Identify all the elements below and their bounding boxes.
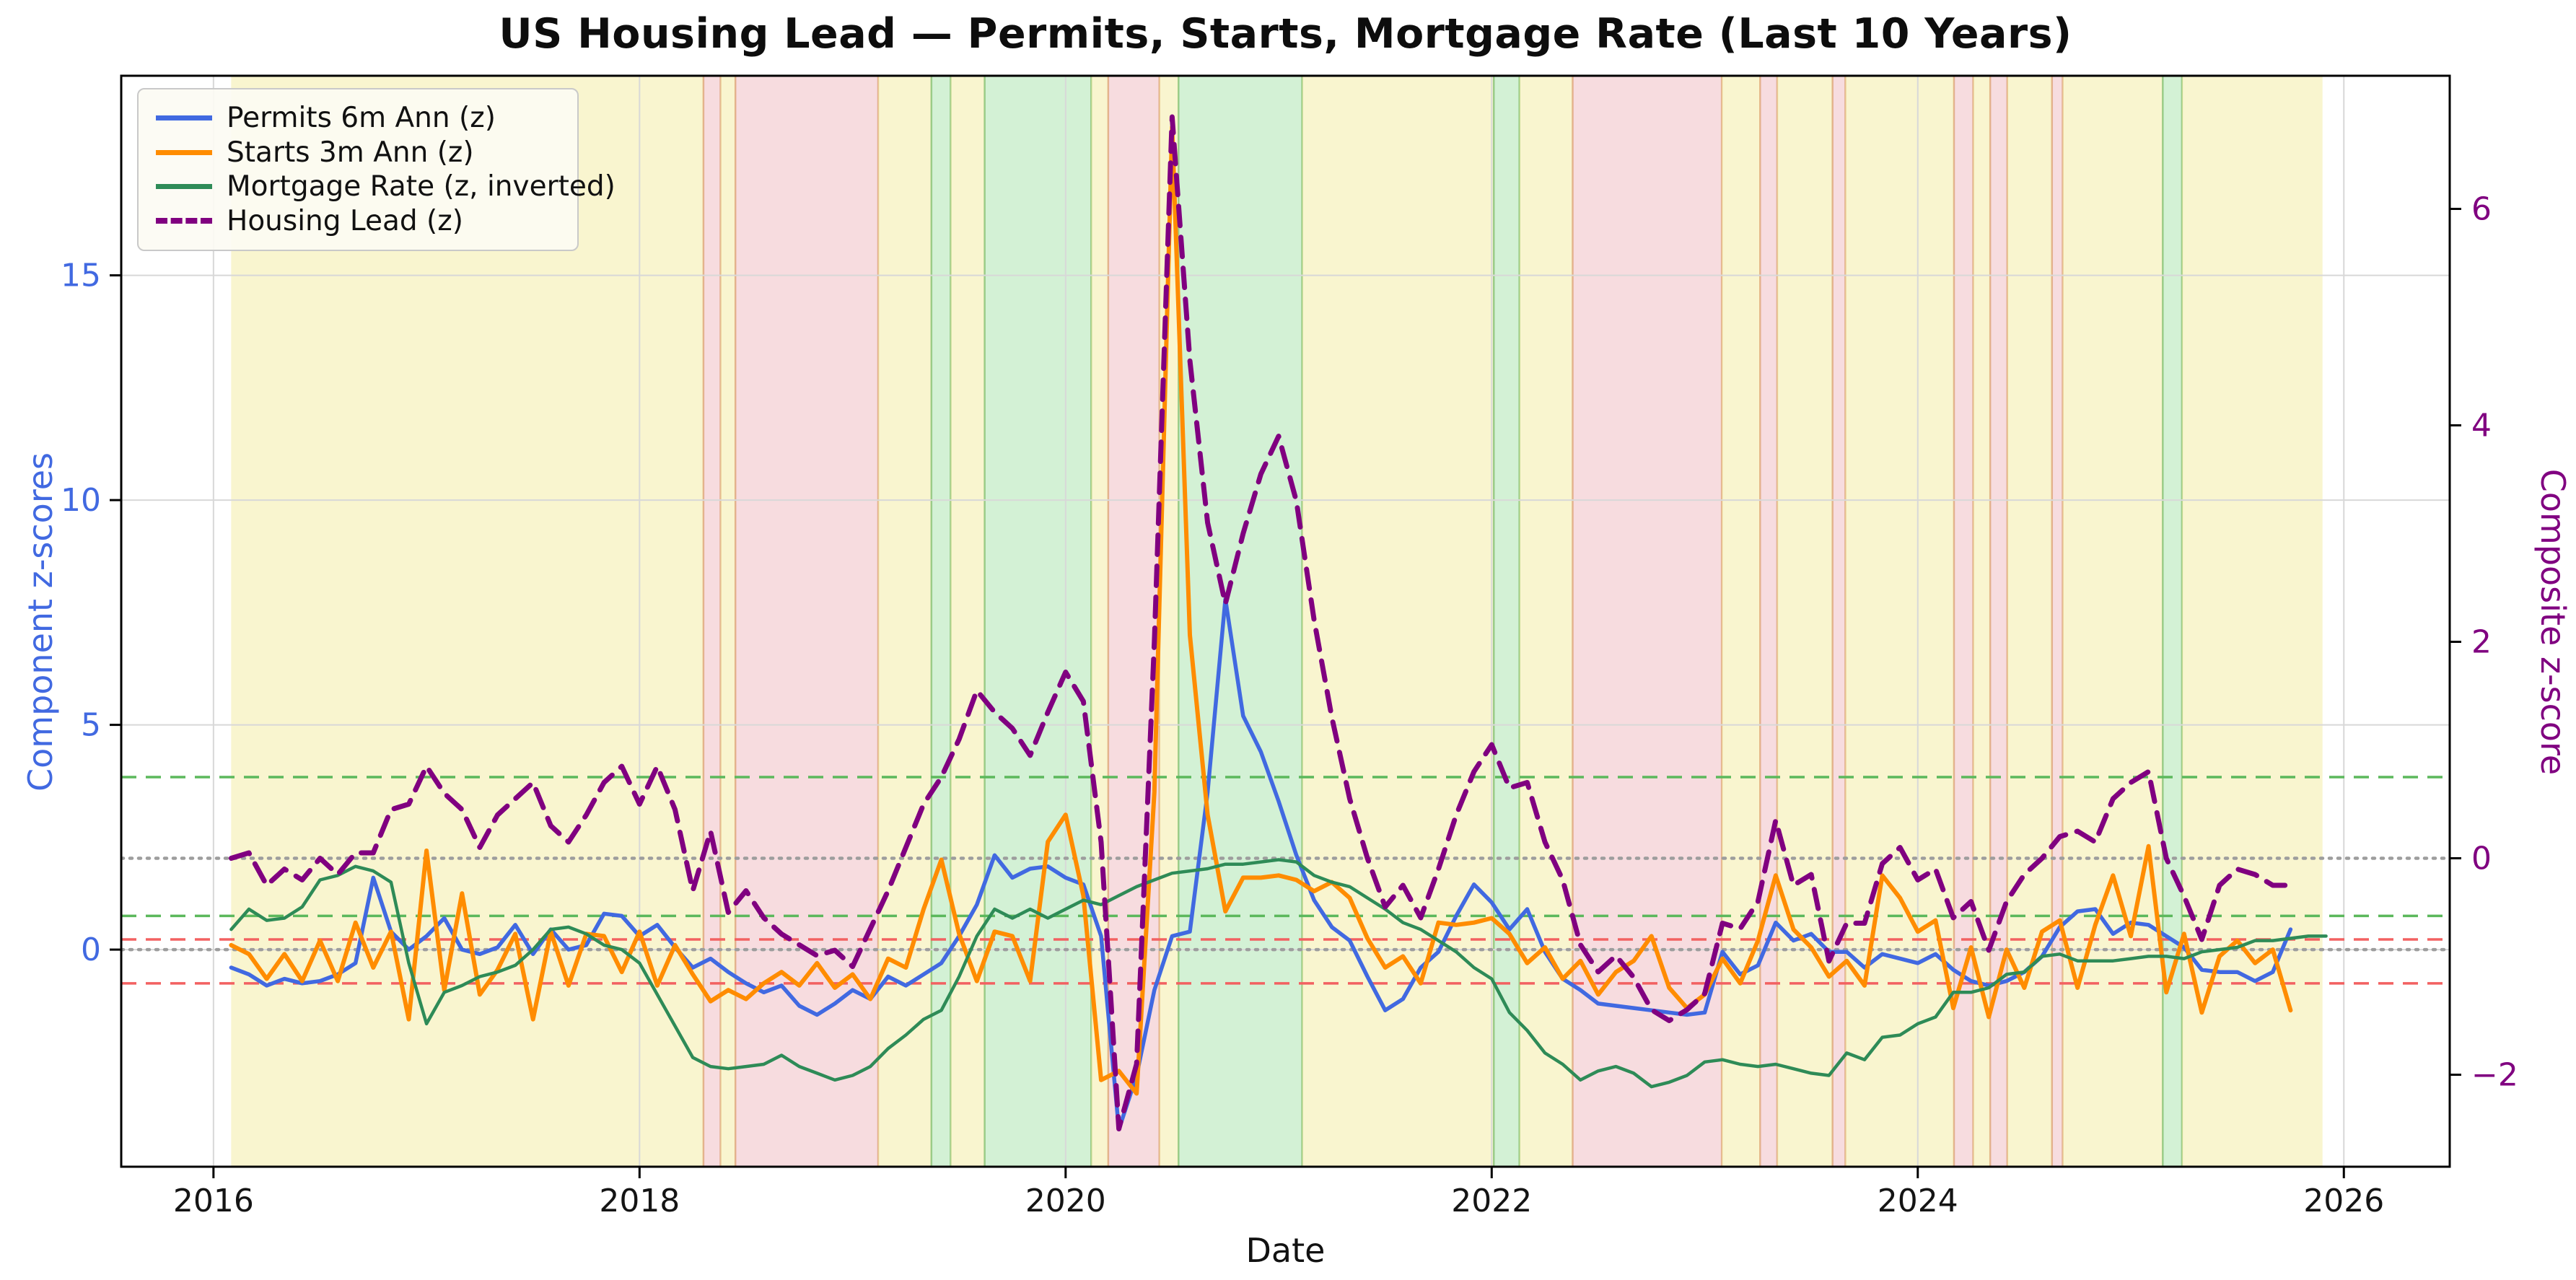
regime-band-red [1108, 76, 1160, 1167]
y-right-tick-label: 4 [2471, 408, 2492, 444]
legend-item-housing-lead: Housing Lead (z) [156, 204, 560, 239]
x-tick-label: 2026 [2303, 1183, 2384, 1219]
x-tick-label: 2020 [1025, 1183, 1106, 1219]
regime-band-red [1572, 76, 1722, 1167]
regime-band-yellow [2062, 76, 2163, 1167]
regime-band-green [2163, 76, 2182, 1167]
y-left-tick-label: 5 [81, 707, 101, 744]
x-tick-label: 2024 [1878, 1183, 1958, 1219]
regime-band-yellow [1777, 76, 1833, 1167]
y-left-tick-label: 0 [81, 931, 101, 968]
legend-item-permits: Permits 6m Ann (z) [156, 101, 560, 136]
data-series [228, 114, 2328, 1132]
axes: 2016 2018 2020 2022 2024 2026 0 5 10 15 −2 0 2 4 6 [61, 74, 2518, 1219]
legend-label: Housing Lead (z) [227, 204, 463, 237]
regime-band-red [1953, 76, 1973, 1167]
x-axis-label: Date [1245, 1231, 1326, 1270]
mortgage-line-swatch-icon [156, 184, 212, 190]
legend-item-starts: Starts 3m Ann (z) [156, 136, 560, 170]
y-right-tick-label: −2 [2471, 1057, 2518, 1094]
regime-band-yellow [720, 76, 736, 1167]
regime-band-green [931, 76, 951, 1167]
regime-band-yellow [1519, 76, 1573, 1167]
starts-line-swatch-icon [156, 149, 212, 155]
regime-band-yellow [1302, 76, 1494, 1167]
regime-band-green [984, 76, 1092, 1167]
regime-band-green [1178, 76, 1302, 1167]
series-line-1 [229, 125, 2293, 1096]
regime-band-yellow [1845, 76, 1954, 1167]
y-left-tick-label: 10 [61, 482, 101, 519]
x-tick-label: 2018 [599, 1183, 680, 1219]
regime-band-yellow [1091, 76, 1108, 1167]
x-tick-label: 2022 [1451, 1183, 1532, 1219]
regime-band-yellow [1722, 76, 1761, 1167]
series-line-2 [229, 858, 2328, 1089]
regime-band-green [1494, 76, 1520, 1167]
series-line-3 [228, 114, 2293, 1131]
y-right-tick-label: 6 [2471, 191, 2492, 228]
y-left-tick-label: 15 [61, 258, 101, 294]
regime-band-red [2051, 76, 2063, 1167]
regime-band-yellow [2007, 76, 2052, 1167]
regime-band-red [1760, 76, 1777, 1167]
series-line-0 [229, 597, 2293, 1132]
regime-band-yellow [231, 76, 704, 1167]
chart-title: US Housing Lead — Permits, Starts, Mortg… [499, 10, 2072, 58]
permits-line-swatch-icon [156, 115, 212, 121]
plot-inner [121, 76, 2450, 1167]
legend-label: Mortgage Rate (z, inverted) [227, 170, 615, 203]
legend: Permits 6m Ann (z) Starts 3m Ann (z) Mor… [137, 88, 615, 251]
regime-band-yellow [2181, 76, 2323, 1167]
y-right-tick-label: 0 [2471, 841, 2492, 877]
regime-band-red [1990, 76, 2007, 1167]
regime-band-yellow [950, 76, 985, 1167]
legend-item-mortgage: Mortgage Rate (z, inverted) [156, 170, 615, 204]
regime-band-yellow [877, 76, 932, 1167]
legend-label: Permits 6m Ann (z) [227, 102, 496, 135]
regime-band-red [703, 76, 721, 1167]
x-tick-label: 2016 [173, 1183, 254, 1219]
y-right-tick-label: 2 [2471, 624, 2492, 661]
housing-lead-line-swatch-icon [156, 218, 212, 224]
legend-label: Starts 3m Ann (z) [227, 136, 474, 169]
regime-band-yellow [1973, 76, 1991, 1167]
regime-bands [231, 76, 2323, 1167]
regime-band-red [735, 76, 878, 1167]
regime-band-red [1832, 76, 1846, 1167]
